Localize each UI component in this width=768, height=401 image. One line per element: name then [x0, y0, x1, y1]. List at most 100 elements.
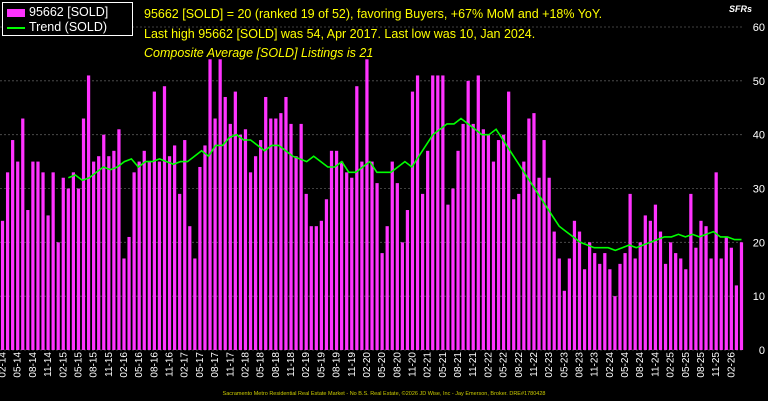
bar — [643, 215, 647, 350]
bar — [172, 145, 177, 350]
bar — [694, 247, 698, 350]
bar — [167, 156, 172, 350]
bar — [294, 156, 298, 350]
bar — [552, 231, 556, 350]
bar — [269, 118, 273, 351]
x-tick-label: 02-15 — [58, 352, 69, 378]
bar — [345, 172, 349, 350]
header-line-3: Composite Average [SOLD] Listings is 21 — [144, 46, 374, 60]
x-tick-label: 08-22 — [514, 352, 525, 378]
bar — [279, 113, 283, 350]
x-tick-label: 05-24 — [620, 352, 631, 378]
legend-label: Trend (SOLD) — [29, 20, 108, 34]
legend-item-trend: Trend (SOLD) — [7, 20, 107, 34]
bar — [714, 172, 718, 350]
bar — [228, 123, 232, 351]
legend-item-bars: 95662 [SOLD] — [7, 5, 108, 19]
bar — [157, 161, 162, 350]
bar — [127, 236, 131, 350]
y-axis-ticks: 0 10 20 30 40 50 60 — [753, 22, 765, 357]
bar — [274, 118, 278, 351]
bar — [679, 258, 683, 350]
bar — [618, 263, 622, 350]
bar — [360, 161, 364, 350]
bar — [122, 258, 126, 350]
bar — [663, 263, 668, 350]
bar — [248, 172, 253, 350]
bar — [334, 150, 339, 350]
bar — [496, 140, 501, 350]
bar — [512, 199, 516, 350]
bar — [441, 75, 445, 350]
bar — [674, 253, 678, 350]
bar — [577, 231, 582, 350]
x-tick-label: 02-16 — [119, 352, 130, 378]
bar — [340, 161, 344, 350]
bar — [309, 226, 313, 350]
x-tick-label: 08-25 — [696, 352, 707, 378]
bar — [102, 134, 106, 350]
y-tick-label: 20 — [753, 237, 765, 249]
bar — [481, 129, 485, 350]
footer-credit: Sacramento Metro Residential Real Estate… — [222, 391, 546, 397]
bar — [137, 161, 141, 350]
bar — [97, 156, 101, 350]
x-tick-label: 02-17 — [180, 352, 191, 378]
bar — [21, 118, 25, 351]
bar — [501, 134, 506, 350]
bar — [719, 258, 723, 350]
bar — [46, 215, 50, 350]
bar — [729, 247, 733, 350]
bar — [658, 231, 663, 350]
bar — [324, 199, 329, 350]
bar — [426, 150, 430, 350]
bar — [117, 129, 121, 350]
bar — [284, 96, 288, 350]
bar — [76, 188, 81, 350]
bar — [264, 96, 268, 350]
x-tick-label: 02-14 — [0, 352, 9, 378]
bar — [724, 236, 728, 350]
bar — [415, 75, 420, 350]
bar — [466, 80, 470, 350]
bar — [582, 269, 587, 350]
x-tick-label: 02-23 — [544, 352, 555, 378]
bar — [588, 242, 592, 350]
bar — [405, 210, 410, 350]
bar — [684, 269, 688, 350]
bar — [238, 134, 243, 350]
x-tick-label: 05-23 — [559, 352, 570, 378]
bar — [375, 183, 379, 350]
bar — [233, 91, 237, 350]
bar — [208, 59, 212, 351]
bar — [522, 161, 526, 350]
y-tick-label: 0 — [759, 345, 765, 357]
bar — [486, 134, 491, 350]
bar — [461, 123, 465, 351]
bar — [623, 253, 627, 350]
bar — [410, 91, 415, 350]
x-tick-label: 02-26 — [726, 352, 737, 378]
bar — [162, 86, 167, 350]
bar — [355, 86, 359, 350]
bar — [471, 123, 475, 351]
bar — [400, 242, 404, 350]
x-tick-label: 11-25 — [711, 352, 722, 377]
x-tick-label: 05-17 — [195, 352, 206, 378]
bar — [380, 253, 384, 350]
bar — [628, 193, 632, 350]
x-tick-label: 08-15 — [89, 352, 100, 378]
bar — [31, 161, 35, 350]
bar — [517, 193, 521, 350]
bar — [633, 258, 637, 350]
y-tick-label: 30 — [753, 184, 765, 196]
x-tick-label: 11-22 — [529, 352, 540, 377]
bar — [218, 59, 222, 351]
bar — [395, 183, 399, 350]
bar — [66, 188, 70, 350]
bar — [203, 145, 207, 350]
bar — [420, 193, 425, 350]
x-tick-label: 05-20 — [377, 352, 388, 378]
bar — [5, 172, 10, 350]
